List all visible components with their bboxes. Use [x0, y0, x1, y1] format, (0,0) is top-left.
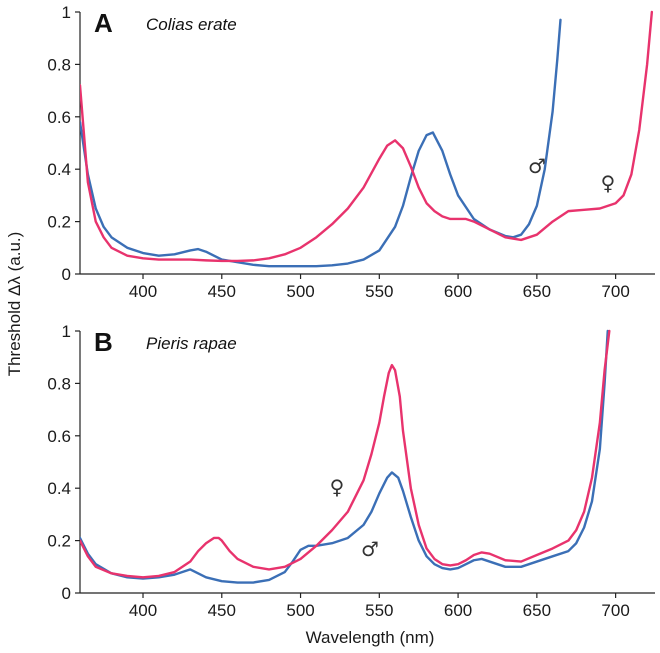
y-axis-title: Threshold Δλ (a.u.) — [5, 232, 24, 377]
species-name: Pieris rapae — [146, 334, 237, 353]
x-tick-label: 500 — [286, 282, 314, 301]
y-tick-label: 0.8 — [47, 55, 71, 74]
x-tick-label: 600 — [444, 282, 472, 301]
y-tick-label: 1 — [62, 3, 71, 22]
x-tick-label: 550 — [365, 601, 393, 620]
series-line-female — [80, 10, 654, 263]
series-line-female — [80, 329, 611, 579]
y-tick-label: 0.2 — [47, 532, 71, 551]
panel-letter: A — [94, 8, 113, 38]
y-tick-label: 1 — [62, 322, 71, 341]
y-tick-label: 0 — [62, 584, 71, 603]
series-symbol-male: ♂ — [528, 154, 546, 178]
x-tick-label: 400 — [129, 601, 157, 620]
y-tick-label: 0.2 — [47, 213, 71, 232]
y-tick-label: 0.4 — [47, 160, 71, 179]
x-tick-label: 650 — [523, 601, 551, 620]
species-name: Colias erate — [146, 15, 237, 34]
x-tick-label: 600 — [444, 601, 472, 620]
x-tick-label: 650 — [523, 282, 551, 301]
series-symbol-female: ♀ — [330, 475, 345, 499]
y-tick-label: 0.8 — [47, 374, 71, 393]
x-tick-label: 400 — [129, 282, 157, 301]
panels: 0 0.2 0.4 0.6 0.8 1 400 450 500 550 600 650 700 ♂ ♀ A Co… — [47, 3, 655, 620]
x-tick-label: 500 — [286, 601, 314, 620]
y-tick-label: 0.6 — [47, 108, 71, 127]
series-symbol-male: ♂ — [361, 537, 379, 561]
panel-b: 0 0.2 0.4 0.6 0.8 1 400 450 500 550 600 650 700 ♂ ♀ B Pi… — [47, 322, 655, 620]
series-line-male — [80, 18, 562, 268]
x-tick-label: 550 — [365, 282, 393, 301]
x-tick-label: 700 — [601, 601, 629, 620]
y-tick-label: 0 — [62, 265, 71, 284]
panel-a: 0 0.2 0.4 0.6 0.8 1 400 450 500 550 600 650 700 ♂ ♀ A Co… — [47, 3, 655, 301]
x-tick-label: 450 — [208, 282, 236, 301]
panel-letter: B — [94, 327, 113, 357]
x-tick-label: 700 — [601, 282, 629, 301]
series-symbol-female: ♀ — [601, 171, 616, 195]
y-tick-label: 0.6 — [47, 427, 71, 446]
series-line-male — [80, 329, 609, 584]
x-tick-label: 450 — [208, 601, 236, 620]
x-axis-title: Wavelength (nm) — [306, 628, 435, 647]
y-tick-label: 0.4 — [47, 479, 71, 498]
